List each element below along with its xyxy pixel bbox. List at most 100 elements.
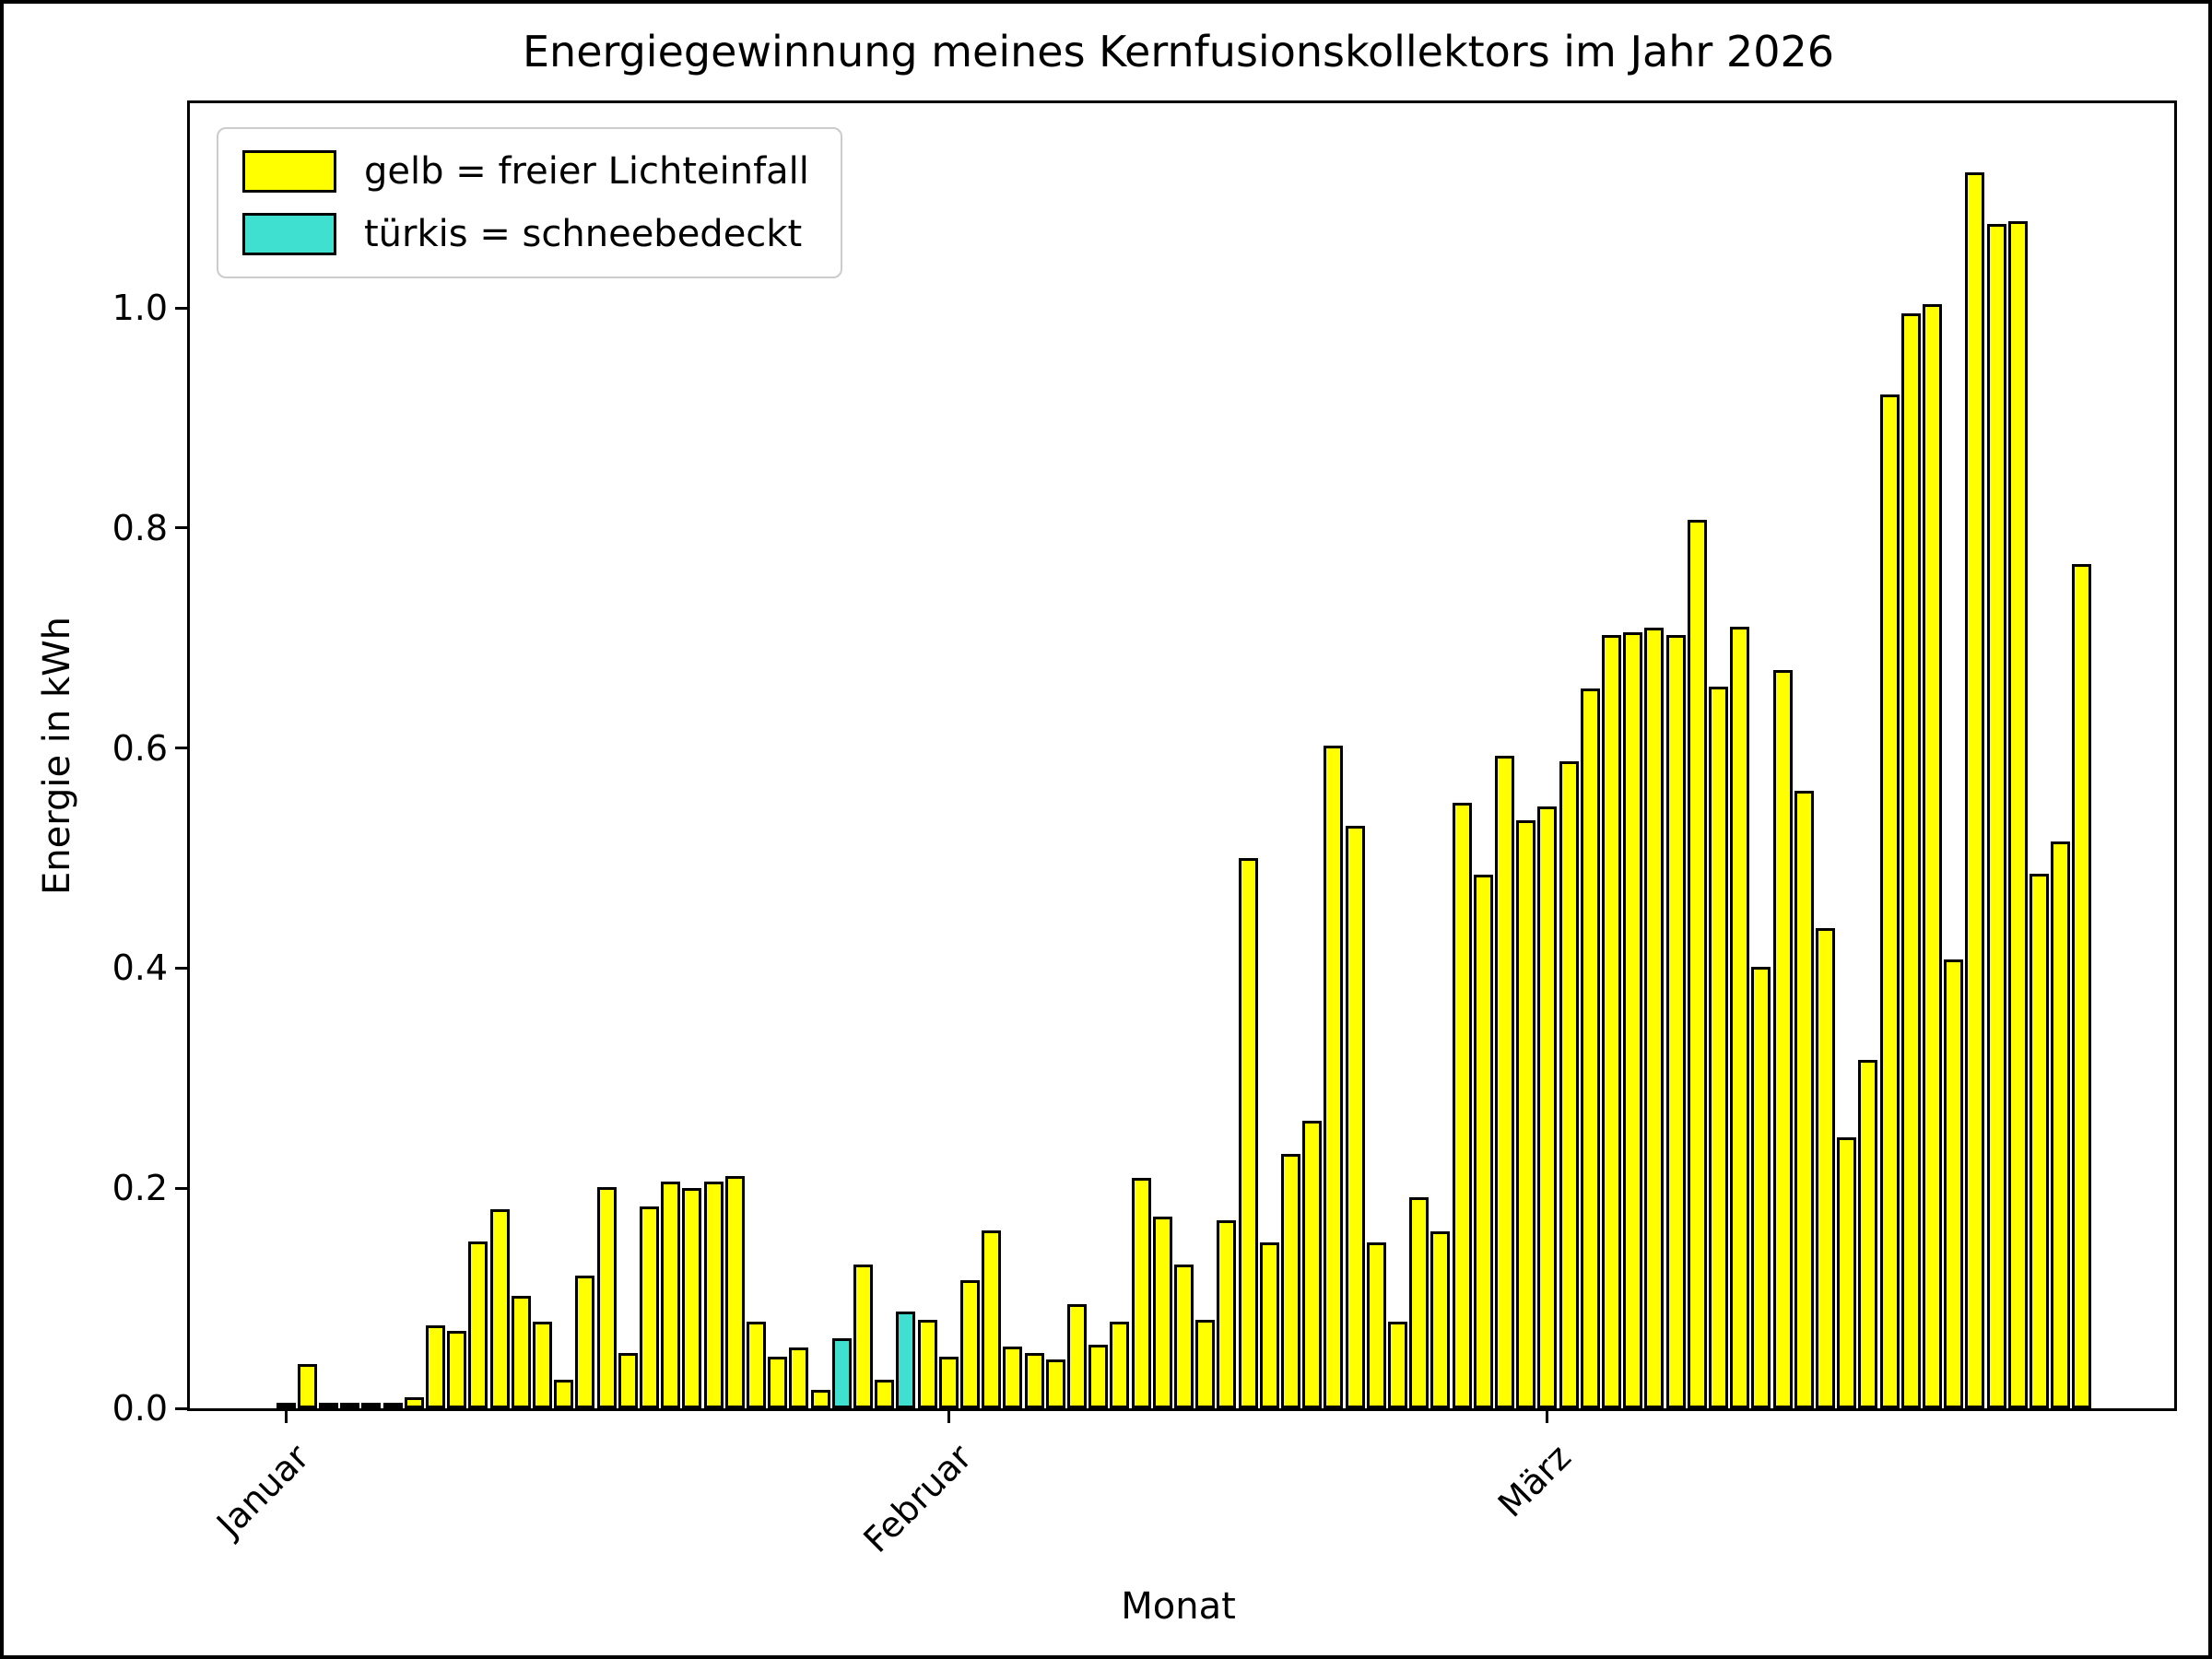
- bar-day-63: [1601, 635, 1621, 1408]
- bar-day-44: [1195, 1320, 1216, 1408]
- bar-day-32: [938, 1357, 959, 1408]
- bar-day-37: [1045, 1359, 1065, 1408]
- y-tick-label-1.0: 1.0: [112, 288, 168, 328]
- legend: gelb = freier Lichteinfall türkis = schne…: [217, 127, 842, 278]
- bar-day-73: [1815, 928, 1835, 1408]
- bar-day-1: [276, 1403, 296, 1408]
- legend-label-1: gelb = freier Lichteinfall: [364, 150, 809, 193]
- bar-day-23: [746, 1322, 766, 1408]
- bar-day-8: [425, 1325, 445, 1408]
- bar-day-65: [1644, 628, 1665, 1408]
- bar-day-34: [982, 1230, 1002, 1408]
- bar-day-71: [1772, 670, 1793, 1408]
- bar-day-58: [1494, 756, 1514, 1408]
- bar-day-11: [489, 1209, 510, 1408]
- bar-day-40: [1110, 1322, 1130, 1408]
- bar-day-21: [703, 1182, 724, 1408]
- bar-day-81: [1986, 224, 2006, 1408]
- bar-day-10: [468, 1241, 488, 1408]
- bar-day-16: [596, 1187, 617, 1408]
- bar-day-72: [1794, 791, 1814, 1408]
- y-tick-mark-0.4: [175, 966, 190, 970]
- x-tick-mark-Januar: [284, 1408, 288, 1423]
- bar-day-62: [1580, 688, 1600, 1408]
- bar-day-14: [554, 1380, 574, 1408]
- bar-day-48: [1280, 1154, 1300, 1408]
- bar-day-38: [1066, 1304, 1087, 1408]
- bar-day-7: [404, 1397, 424, 1408]
- bar-day-13: [532, 1322, 552, 1408]
- y-tick-mark-0.2: [175, 1186, 190, 1190]
- bar-day-82: [2007, 221, 2028, 1408]
- bar-day-15: [575, 1276, 595, 1408]
- chart-title: Energiegewinnung meines Kernfusionskolle…: [522, 27, 1834, 76]
- bar-day-74: [1837, 1137, 1857, 1408]
- bar-day-78: [1922, 304, 1942, 1408]
- bar-day-9: [447, 1331, 467, 1408]
- bar-day-77: [1900, 313, 1921, 1408]
- bar-day-80: [1965, 172, 1985, 1408]
- bar-day-52: [1366, 1242, 1386, 1408]
- bar-day-51: [1345, 826, 1365, 1408]
- bar-day-18: [639, 1206, 659, 1408]
- bar-day-49: [1302, 1121, 1323, 1408]
- bar-day-69: [1730, 627, 1750, 1408]
- bar-day-30-snow: [896, 1312, 916, 1408]
- bar-day-4: [340, 1403, 360, 1408]
- bar-day-31: [917, 1320, 937, 1408]
- bar-day-24: [768, 1357, 788, 1408]
- bar-day-57: [1473, 875, 1493, 1408]
- bar-day-36: [1024, 1353, 1044, 1408]
- bar-day-22: [724, 1176, 745, 1408]
- bar-day-45: [1217, 1220, 1237, 1408]
- bar-day-61: [1559, 761, 1579, 1408]
- bar-day-66: [1665, 635, 1686, 1408]
- x-tick-mark-März: [1546, 1408, 1549, 1423]
- y-tick-label-0.8: 0.8: [112, 507, 168, 548]
- bar-day-55: [1430, 1231, 1451, 1408]
- plot-area: [187, 100, 2177, 1411]
- bar-day-41: [1131, 1178, 1151, 1408]
- legend-swatch-icon-2: [242, 213, 336, 255]
- bar-day-28: [853, 1265, 873, 1408]
- bar-day-56: [1452, 803, 1472, 1408]
- y-tick-label-0.0: 0.0: [112, 1388, 168, 1429]
- bar-day-43: [1173, 1265, 1194, 1408]
- y-tick-mark-1.0: [175, 306, 190, 310]
- bar-day-17: [618, 1353, 638, 1408]
- bar-day-47: [1259, 1242, 1279, 1408]
- x-axis-label: Monat: [1121, 1585, 1236, 1628]
- bar-day-50: [1324, 746, 1344, 1408]
- bar-day-25: [789, 1347, 809, 1408]
- y-tick-label-0.6: 0.6: [112, 727, 168, 769]
- bar-day-6: [382, 1403, 403, 1408]
- bar-day-3: [318, 1403, 338, 1408]
- y-tick-label-0.2: 0.2: [112, 1168, 168, 1209]
- legend-entry-1: gelb = freier Lichteinfall: [242, 149, 809, 194]
- bar-day-5: [361, 1403, 382, 1408]
- bar-day-39: [1088, 1345, 1109, 1408]
- bar-day-76: [1879, 394, 1900, 1408]
- x-tick-mark-Februar: [947, 1408, 950, 1423]
- bar-day-19: [661, 1182, 681, 1408]
- legend-label-2: türkis = schneebedeckt: [364, 213, 803, 255]
- bar-day-53: [1387, 1322, 1407, 1408]
- bar-day-54: [1409, 1197, 1430, 1408]
- bar-day-75: [1858, 1060, 1878, 1408]
- bar-day-84: [2051, 841, 2071, 1408]
- bar-day-33: [959, 1280, 980, 1408]
- bar-day-27-snow: [831, 1338, 852, 1408]
- bar-day-60: [1537, 806, 1558, 1408]
- bar-day-70: [1751, 967, 1771, 1408]
- bar-day-68: [1708, 687, 1728, 1408]
- bar-day-46: [1238, 858, 1258, 1408]
- bar-day-42: [1152, 1217, 1172, 1408]
- y-tick-mark-0.8: [175, 526, 190, 530]
- bar-day-64: [1623, 632, 1643, 1408]
- y-tick-mark-0.6: [175, 747, 190, 750]
- bar-day-59: [1516, 820, 1536, 1408]
- bar-day-20: [682, 1188, 702, 1408]
- legend-swatch-icon-1: [242, 150, 336, 193]
- bar-day-12: [511, 1296, 531, 1408]
